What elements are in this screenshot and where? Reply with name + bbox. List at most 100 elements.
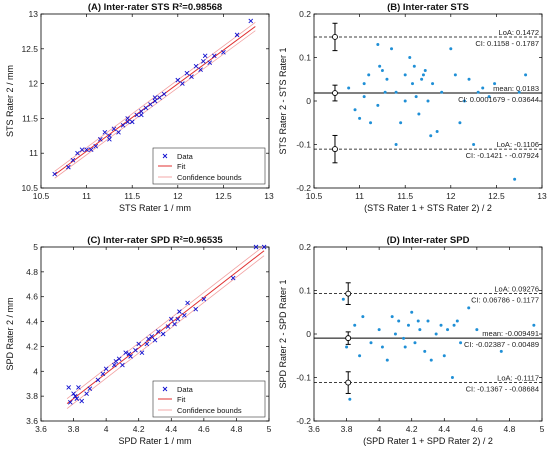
data-point — [144, 341, 150, 347]
chart-title: (A) Inter-rater STS R²=0.98568 — [88, 2, 222, 13]
data-point — [362, 82, 366, 86]
data-point — [393, 332, 397, 336]
y-tick-label: 4.4 — [26, 317, 38, 327]
data-point — [412, 64, 416, 68]
data-point — [467, 77, 471, 81]
x-tick-label: 3.8 — [341, 424, 353, 434]
data-point — [385, 358, 389, 362]
data-point — [70, 157, 76, 163]
data-point — [107, 136, 112, 142]
data-point — [102, 130, 108, 135]
x-tick-label: 13 — [537, 191, 547, 201]
data-point — [472, 143, 476, 146]
data-point — [88, 147, 94, 153]
data-point — [103, 366, 109, 372]
panel-a: 10.5 11 11.5 12 12.5 13 10.5 11 11.5 12 12.5 13 (A) … — [5, 2, 274, 213]
confidence-bound-lower — [54, 30, 256, 179]
x-tick-label: 10.5 — [33, 191, 50, 201]
y-tick-label: 11 — [29, 148, 38, 158]
data-point — [413, 341, 417, 345]
data-point — [111, 362, 117, 368]
y-tick-label: 0.2 — [299, 242, 311, 252]
error-bar-marker — [345, 379, 352, 386]
error-bar-marker — [332, 90, 338, 96]
data-point — [380, 69, 384, 73]
data-point — [72, 393, 78, 399]
panel-c: 3.6 3.8 4 4.2 4.4 4.6 4.8 5 3.6 3.8 4 4.2 4.4 4.6 4.8 5… — [5, 235, 272, 446]
data-point — [120, 362, 125, 368]
data-point — [414, 95, 418, 99]
data-point — [52, 171, 57, 177]
data-point — [345, 345, 349, 349]
data-point — [261, 244, 267, 250]
data-point — [403, 99, 407, 103]
x-tick-label: 5 — [540, 424, 545, 434]
data-point — [532, 323, 536, 327]
error-bar-marker — [345, 335, 352, 342]
chart-title: (C) Inter-rater SPD R²=0.96535 — [87, 235, 223, 246]
data-point — [211, 53, 217, 59]
data-point — [475, 328, 479, 332]
data-point — [189, 74, 194, 79]
y-tick-label: 11.5 — [22, 113, 38, 123]
data-point — [201, 296, 207, 302]
data-point — [421, 73, 425, 77]
data-point — [111, 126, 117, 132]
data-point — [84, 147, 89, 153]
y-tick-label: 0 — [306, 329, 311, 339]
data-point — [113, 359, 119, 364]
data-point — [467, 306, 471, 310]
data-point — [66, 385, 72, 390]
data-point — [120, 123, 126, 128]
data-point — [152, 337, 158, 343]
data-point — [152, 95, 158, 100]
panel-d: 3.6 3.8 4 4.2 4.4 4.6 4.8 5 -0.2 -0.1 0 0.1 0.2 (D) I… — [278, 235, 545, 446]
data-point — [476, 90, 480, 94]
legend-entry: Fit — [177, 162, 186, 171]
data-point — [95, 377, 101, 383]
data-point — [71, 391, 76, 396]
x-tick-label: 4.6 — [471, 424, 483, 434]
data-point — [458, 121, 462, 125]
data-point — [116, 356, 122, 362]
error-bar-marker — [332, 146, 338, 153]
data-point — [420, 77, 424, 81]
data-point — [402, 336, 406, 340]
data-point — [376, 42, 380, 46]
data-point — [481, 86, 485, 90]
legend-data-marker — [162, 386, 168, 392]
x-tick-label: 11 — [82, 191, 91, 201]
data-point — [97, 136, 103, 142]
data-point — [403, 345, 407, 349]
data-point — [423, 69, 427, 73]
data-point — [172, 321, 177, 327]
data-point — [165, 324, 171, 329]
data-point — [175, 77, 181, 83]
data-point — [84, 391, 89, 396]
y-tick-label: 4.8 — [26, 267, 38, 277]
data-point — [128, 354, 133, 359]
data-point — [180, 81, 185, 86]
legend-entry: Fit — [177, 395, 186, 404]
y-tick-label: -0.2 — [296, 416, 311, 426]
data-point — [513, 177, 517, 181]
y-tick-label: -0.1 — [296, 140, 311, 150]
data-point — [487, 95, 491, 99]
annotation-lower: LoA: -0.1117 — [497, 374, 539, 383]
data-point — [452, 323, 456, 327]
data-point — [116, 130, 121, 135]
data-point — [248, 18, 254, 24]
confidence-bound-lower — [66, 255, 265, 409]
data-point — [74, 396, 80, 401]
data-point — [380, 345, 384, 349]
data-point — [181, 313, 187, 318]
data-point — [426, 319, 430, 323]
plot-frame — [313, 246, 543, 422]
data-point — [376, 103, 380, 107]
data-point — [221, 49, 226, 55]
data-point — [410, 310, 414, 314]
y-axis-label: STS Rater 2 - STS Rater 1 — [278, 47, 288, 154]
data-point — [143, 105, 149, 111]
annotation-mean-ci: CI: 0.0001679 - 0.03644 — [458, 95, 539, 104]
